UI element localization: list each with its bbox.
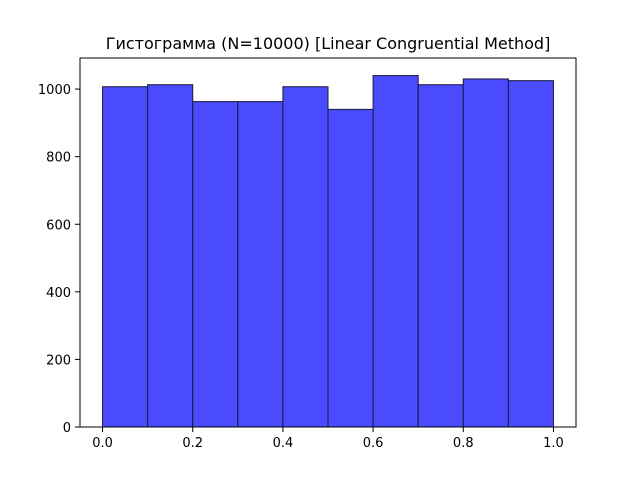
histogram-bar-4 <box>282 86 329 428</box>
x-tick-label: 0.4 <box>273 436 294 451</box>
x-tick-label: 0.0 <box>92 436 113 451</box>
histogram-bar-8 <box>462 78 509 428</box>
x-axis-ticks: 0.0 0.2 0.4 0.6 0.8 1.0 <box>92 427 564 451</box>
y-tick-label: 200 <box>46 353 71 368</box>
y-tick-label: 800 <box>46 151 71 166</box>
histogram-bar-1 <box>147 84 194 428</box>
histogram-bar-3 <box>237 101 284 428</box>
y-axis-ticks: 0 200 400 600 800 1000 <box>38 83 80 436</box>
chart-title: Гистограмма (N=10000) [Linear Congruenti… <box>106 34 551 53</box>
histogram-bar-5 <box>327 108 374 428</box>
y-tick-label: 1000 <box>38 83 71 98</box>
x-tick-label: 0.6 <box>363 436 384 451</box>
y-tick-label: 400 <box>46 286 71 301</box>
histogram-bar-9 <box>507 80 554 428</box>
histogram-bar-6 <box>372 75 419 428</box>
axes-frame <box>79 57 577 428</box>
histogram-bar-7 <box>417 84 464 428</box>
x-tick-label: 0.8 <box>453 436 474 451</box>
bars-group <box>102 75 554 428</box>
histogram-bar-2 <box>192 101 239 428</box>
y-tick-label: 0 <box>63 421 71 436</box>
x-tick-label: 0.2 <box>182 436 203 451</box>
histogram-bar-0 <box>102 86 149 428</box>
y-tick-label: 600 <box>46 218 71 233</box>
x-tick-label: 1.0 <box>543 436 564 451</box>
